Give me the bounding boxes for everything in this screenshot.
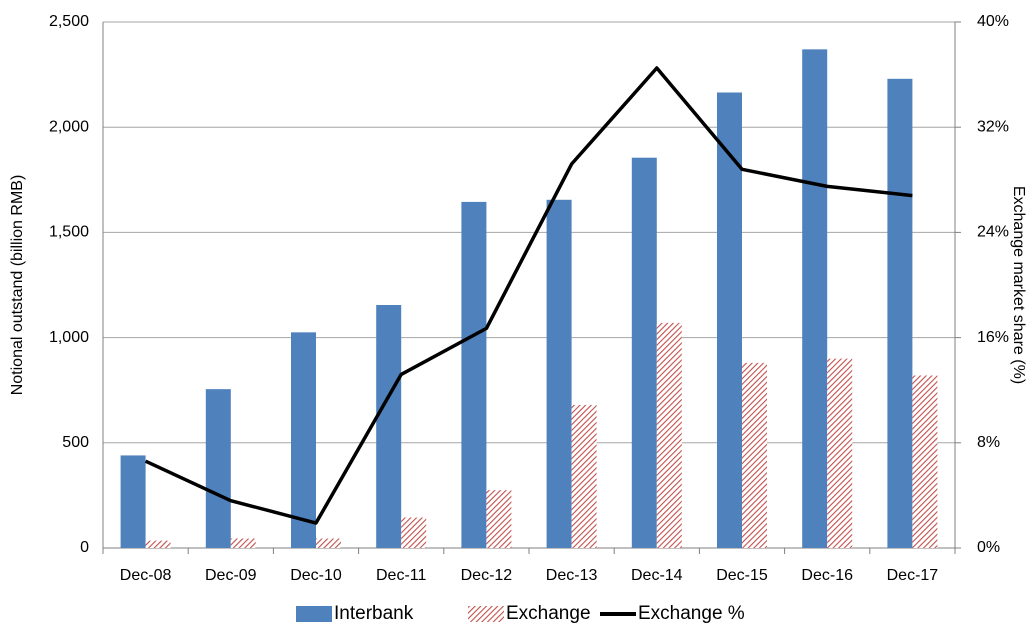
legend-label: Exchange % <box>638 603 745 624</box>
bar <box>230 538 256 548</box>
y2-tick-label: 0% <box>977 539 1000 556</box>
y2-tick-label: 32% <box>977 118 1009 135</box>
x-tick-label: Dec-10 <box>290 567 342 584</box>
y2-tick-label: 24% <box>977 224 1009 241</box>
y-tick-label: 1,000 <box>49 329 89 346</box>
y-tick-label: 500 <box>62 434 89 451</box>
bar <box>912 375 938 548</box>
bar <box>802 49 828 549</box>
bar <box>571 404 597 548</box>
bar <box>486 490 512 548</box>
y-axis-label: Notional outstand (billion RMB) <box>9 175 26 396</box>
y-tick-label: 0 <box>80 539 89 556</box>
bar <box>631 157 657 548</box>
x-tick-label: Dec-11 <box>376 567 426 584</box>
bar <box>145 540 171 548</box>
x-tick-label: Dec-12 <box>461 567 513 584</box>
x-tick-label: Dec-16 <box>801 567 853 584</box>
line <box>144 66 913 525</box>
x-tick-label: Dec-15 <box>716 567 768 584</box>
bar <box>376 304 402 548</box>
bar <box>120 455 146 548</box>
x-tick-label: Dec-14 <box>631 567 683 584</box>
x-tick-label: Dec-08 <box>120 567 172 584</box>
bar <box>401 517 427 548</box>
y2-tick-label: 40% <box>977 13 1009 30</box>
x-tick-label: Dec-13 <box>546 567 598 584</box>
bar <box>461 201 487 548</box>
bar <box>717 92 742 548</box>
bar <box>742 362 767 548</box>
legend-swatch <box>296 606 332 622</box>
bar <box>205 389 231 548</box>
bar <box>887 78 913 549</box>
bar <box>827 358 853 548</box>
y2-axis-label: Exchange market share (%) <box>1010 186 1027 384</box>
legend-swatch <box>468 606 504 622</box>
y-tick-label: 2,000 <box>49 118 89 135</box>
x-tick-label: Dec-17 <box>887 567 939 584</box>
y2-tick-label: 16% <box>977 329 1009 346</box>
legend-label: Exchange <box>506 603 591 624</box>
y-tick-label: 1,500 <box>49 224 89 241</box>
bar <box>316 538 341 548</box>
x-tick-label: Dec-09 <box>205 567 257 584</box>
bar <box>546 199 572 548</box>
bar <box>291 332 316 548</box>
y2-tick-label: 8% <box>977 434 1000 451</box>
y-tick-label: 2,500 <box>49 13 89 30</box>
legend-label: Interbank <box>334 603 414 624</box>
bar <box>656 322 682 548</box>
